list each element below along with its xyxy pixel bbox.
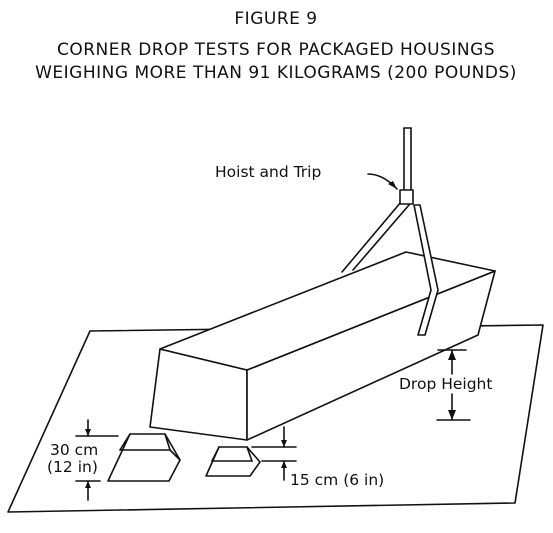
short-block-label: 15 cm (6 in) xyxy=(290,471,384,489)
packaged-housing xyxy=(149,251,496,441)
figure-title-line2: WEIGHING MORE THAN 91 KILOGRAMS (200 POU… xyxy=(35,63,517,83)
tall-block-metric: 30 cm xyxy=(50,441,98,459)
sling-left xyxy=(341,201,410,273)
hoist-cable xyxy=(403,127,412,192)
tall-block-imperial: (12 in) xyxy=(47,458,98,476)
drop-height-dimension xyxy=(436,349,471,421)
tall-block-dimension xyxy=(75,419,119,501)
short-block-dimension xyxy=(251,426,297,481)
hoist-arrowhead xyxy=(388,181,397,189)
hoist-label: Hoist and Trip xyxy=(215,163,321,181)
support-block-short xyxy=(205,446,261,477)
housing-top-face xyxy=(159,251,496,371)
figure-number: FIGURE 9 xyxy=(234,9,317,29)
hoist-trip-block xyxy=(399,189,414,205)
drop-height-label: Drop Height xyxy=(399,375,492,393)
support-block-tall xyxy=(107,433,181,482)
sling-right xyxy=(413,204,439,336)
figure-title-line1: CORNER DROP TESTS FOR PACKAGED HOUSINGS xyxy=(57,40,495,60)
